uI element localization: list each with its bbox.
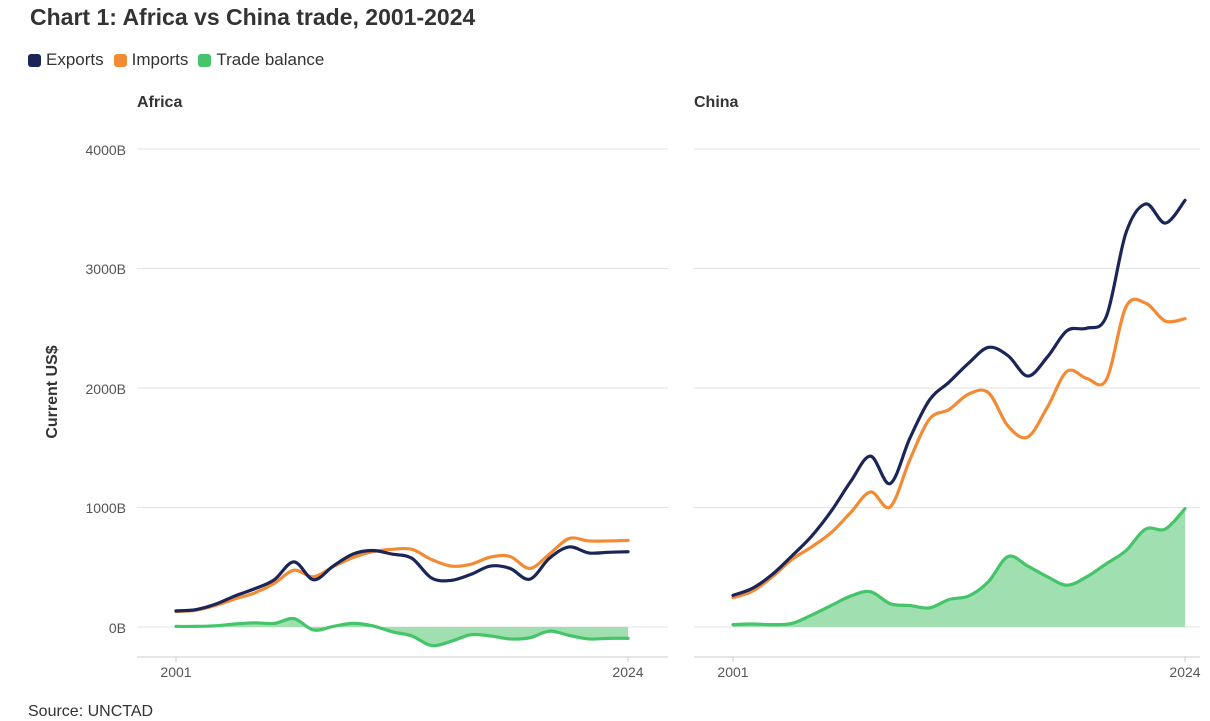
exports-line [174,545,630,613]
legend-label-exports: Exports [46,50,104,69]
y-tick-label: 1000B [86,500,126,516]
trade-balance-line [731,507,1187,627]
panel-title-china: China [694,94,739,111]
panel-title-africa: Africa [137,94,182,111]
source-note: Source: UNCTAD [28,703,154,720]
x-tick-label: 2024 [612,664,643,680]
legend-swatch-trade-balance [198,53,212,67]
y-axis-label: Current US$ [44,345,61,438]
panel-africa: Africa 4000B 3000B 2000B 1000B 0B 2001 2… [86,94,668,680]
legend-label-trade-balance: Trade balance [216,50,325,69]
legend-item-imports: Imports [113,50,189,70]
y-tick-label: 3000B [86,261,126,277]
x-tick-label: 2001 [717,664,748,680]
legend-item-trade-balance: Trade balance [198,50,324,70]
legend-label-imports: Imports [131,50,189,69]
y-tick-label: 4000B [86,142,126,158]
imports-line [731,297,1187,600]
x-tick-label: 2001 [160,664,191,680]
y-tick-label: 0B [109,620,126,636]
exports-line [731,198,1187,597]
x-tick-label: 2024 [1169,664,1200,680]
legend-item-exports: Exports [28,50,104,70]
panel-china: China 2001 2024 [694,94,1201,680]
legend-swatch-exports [28,53,41,67]
legend: Exports Imports Trade balance [28,50,334,70]
imports-line [174,536,630,614]
legend-swatch-imports [113,53,127,67]
trade-balance-line [174,616,630,648]
chart-title: Chart 1: Africa vs China trade, 2001-202… [30,4,476,30]
y-tick-label: 2000B [86,381,126,397]
trade-balance-area [733,508,1185,627]
